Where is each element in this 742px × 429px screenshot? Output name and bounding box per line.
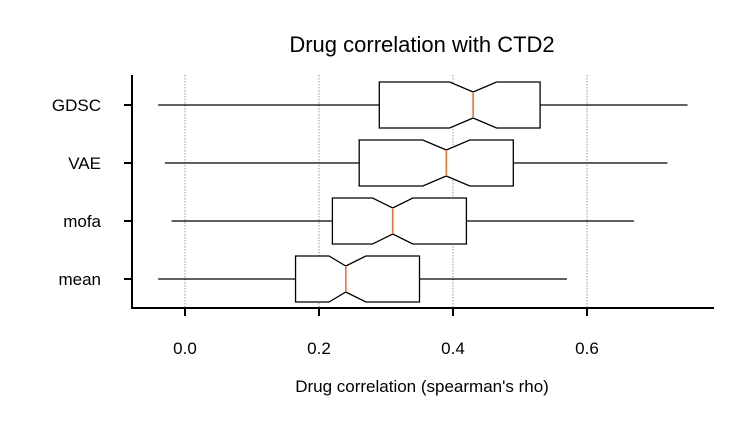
y-ticks: GDSC VAE mofa mean — [52, 96, 132, 289]
box-VAE — [164, 139, 668, 187]
notched-box — [378, 81, 541, 129]
y-tick-label: VAE — [68, 154, 101, 173]
box-mofa — [171, 197, 634, 245]
x-tick-label: 0.6 — [575, 339, 599, 358]
x-tick-label: 0.2 — [307, 339, 331, 358]
boxes — [158, 81, 688, 303]
notched-box — [331, 197, 468, 245]
x-tick-label: 0.4 — [441, 339, 465, 358]
chart-title: Drug correlation with CTD2 — [289, 32, 554, 57]
x-ticks: 0.0 0.2 0.4 0.6 — [173, 309, 599, 358]
notched-box — [294, 255, 421, 303]
y-tick-label: mean — [58, 270, 101, 289]
box-mean — [158, 255, 567, 303]
y-tick-label: GDSC — [52, 96, 101, 115]
y-tick-label: mofa — [63, 212, 101, 231]
notched-box — [358, 139, 514, 187]
x-axis-label: Drug correlation (spearman's rho) — [295, 377, 549, 396]
x-tick-label: 0.0 — [173, 339, 197, 358]
box-GDSC — [158, 81, 688, 129]
